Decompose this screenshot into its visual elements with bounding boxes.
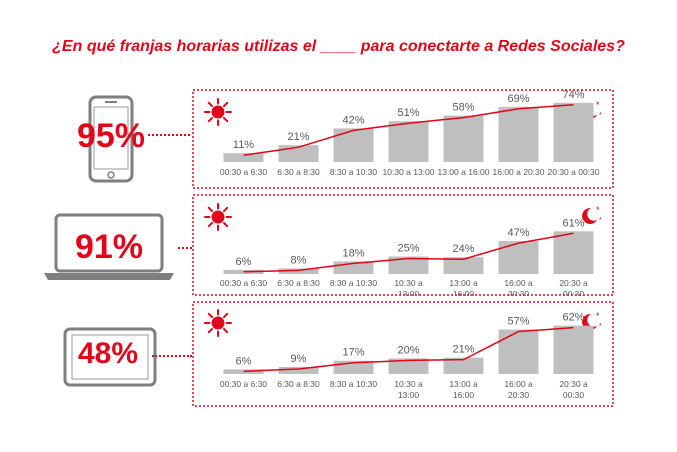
tick-label: 6:30 a 8:30	[277, 379, 320, 389]
data-label: 47%	[507, 227, 529, 239]
tick-label: 13:00 a	[449, 379, 478, 389]
bar	[553, 231, 594, 274]
tick-label: 13:00	[398, 289, 420, 296]
laptop-icon	[44, 213, 174, 280]
tick-label: 10:30 a	[394, 278, 423, 288]
bar	[388, 121, 429, 162]
data-label: 17%	[342, 347, 364, 359]
laptop-percent: 91%	[74, 228, 144, 266]
data-label: 62%	[562, 312, 584, 324]
bar	[498, 106, 539, 162]
bar	[388, 256, 429, 274]
tick-label: 20:30	[508, 289, 530, 296]
connector-line	[152, 355, 192, 357]
data-label: 24%	[452, 243, 474, 255]
tick-label: 16:00 a	[504, 278, 533, 288]
data-label: 58%	[452, 102, 474, 114]
trend-line	[243, 326, 574, 373]
tick-label: 10:30 a	[394, 379, 423, 389]
tick-label: 00:30 a 6:30	[220, 278, 268, 288]
connector-line	[148, 134, 190, 136]
tick-label: 00:30 a 6:30	[220, 167, 268, 177]
page-title: ¿En qué franjas horarias utilizas el ___…	[52, 38, 625, 55]
data-label: 74%	[562, 89, 584, 101]
svg-text:*: *	[599, 217, 602, 224]
tick-label: 20:30 a	[559, 379, 588, 389]
tick-label: 8:30 a 10:30	[330, 167, 378, 177]
panel-frame	[192, 301, 614, 407]
chart-panel-tablet: * * 6% 00:30 a 6:30 9% 6:30 a 8:30 17% 8:30 a 1…	[192, 301, 614, 407]
bar	[553, 325, 594, 374]
data-label: 9%	[291, 353, 307, 365]
smartphone-icon	[88, 95, 134, 183]
tick-label: 6:30 a 8:30	[277, 278, 320, 288]
svg-text:*: *	[596, 100, 600, 110]
tick-label: 13:00 a 16:00	[438, 167, 490, 177]
tick-label: 10:30 a 13:00	[383, 167, 435, 177]
trend-line	[243, 104, 574, 156]
bar	[443, 357, 484, 374]
bar	[333, 128, 374, 162]
tick-label: 00:30	[563, 390, 585, 400]
svg-text:*: *	[599, 323, 602, 330]
bar	[278, 268, 319, 274]
data-label: 20%	[397, 344, 419, 356]
bar	[278, 366, 319, 374]
tick-label: 00:30 a 6:30	[220, 379, 268, 389]
moon-icon: **	[582, 205, 602, 224]
tick-label: 8:30 a 10:30	[330, 278, 378, 288]
tick-label: 20:30 a 00:30	[548, 167, 600, 177]
sun-icon	[204, 203, 232, 231]
tick-label: 00:30	[563, 289, 585, 296]
sun-icon	[204, 98, 232, 126]
tablet-percent: 48%	[77, 337, 139, 370]
svg-text:*: *	[596, 311, 600, 321]
data-label: 8%	[291, 254, 307, 266]
bar	[443, 257, 484, 274]
connector-line	[178, 247, 192, 249]
tablet-icon	[63, 327, 157, 387]
panel-frame	[192, 194, 614, 296]
data-label: 25%	[397, 243, 419, 255]
data-label: 42%	[342, 114, 364, 126]
bar	[388, 358, 429, 374]
data-label: 6%	[236, 256, 252, 268]
panel-frame	[192, 89, 614, 189]
data-label: 51%	[397, 107, 419, 119]
data-label: 18%	[342, 247, 364, 259]
data-label: 69%	[507, 93, 529, 105]
sun-icon	[204, 309, 232, 337]
tick-label: 16:00 a	[504, 379, 533, 389]
data-label: 11%	[233, 139, 254, 151]
data-label: 21%	[452, 344, 474, 356]
data-label: 61%	[562, 217, 584, 229]
tick-label: 20:30 a	[559, 278, 588, 288]
bar	[223, 369, 264, 374]
bar	[553, 102, 594, 162]
data-label: 57%	[507, 316, 529, 328]
tick-label: 16:00	[453, 289, 475, 296]
smartphone-percent: 95%	[76, 117, 146, 155]
tick-label: 16:00	[453, 390, 475, 400]
data-label: 21%	[287, 131, 309, 143]
data-label: 6%	[236, 355, 252, 367]
svg-text:*: *	[599, 112, 602, 119]
tick-label: 6:30 a 8:30	[277, 167, 320, 177]
tick-label: 13:00 a	[449, 278, 478, 288]
chart-panel-smartphone: * * 11% 00:30 a 6:30 21% 6:30 a 8:30 42% 8:30 a…	[192, 89, 614, 189]
bar	[223, 269, 264, 274]
bar	[443, 115, 484, 162]
tick-label: 16:00 a 20:30	[493, 167, 545, 177]
tick-label: 13:00	[398, 390, 420, 400]
trend-line	[243, 232, 574, 273]
bar	[498, 241, 539, 274]
tick-label: 8:30 a 10:30	[330, 379, 378, 389]
svg-text:*: *	[596, 205, 600, 215]
bar	[223, 153, 264, 162]
tick-label: 20:30	[508, 390, 530, 400]
bar	[498, 329, 539, 374]
